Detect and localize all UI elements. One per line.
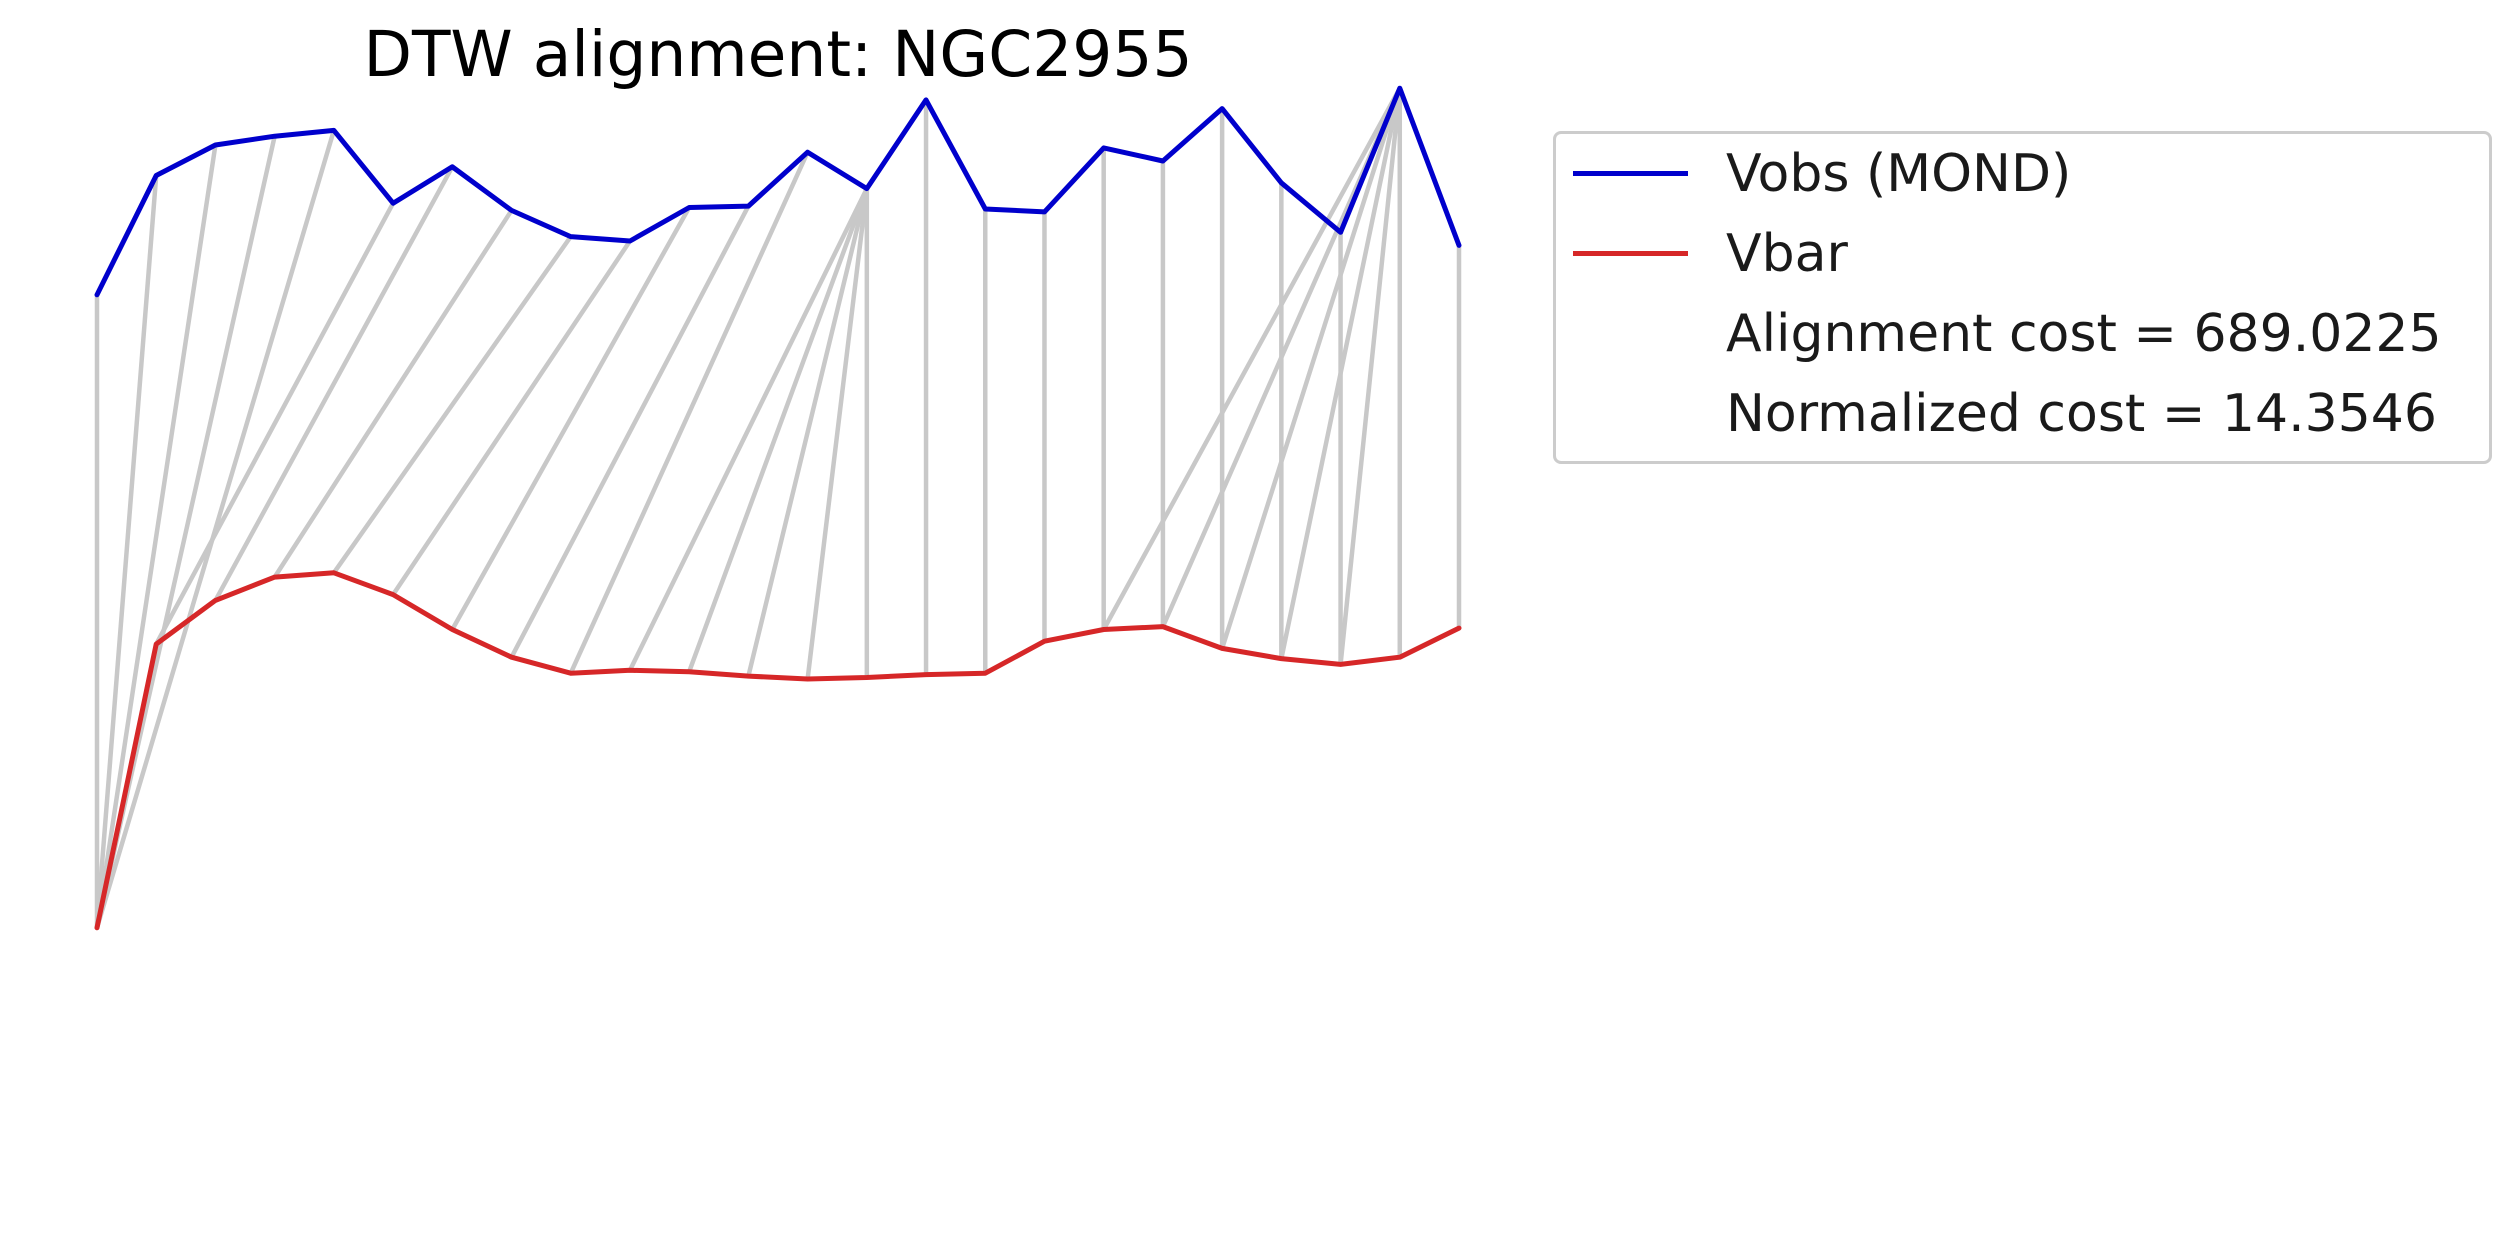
- alignment-line-7: [272, 208, 514, 580]
- alignment-line-2: [94, 142, 218, 931]
- alignment-line-12: [568, 149, 810, 676]
- series-line-vobs: [94, 85, 1462, 298]
- alignment-line-31: [1101, 85, 1403, 632]
- alignment-line-11: [509, 203, 751, 660]
- series-line-vbar: [94, 570, 1462, 931]
- alignment-line-9: [390, 238, 633, 597]
- alignment-line-1: [94, 173, 159, 931]
- legend-entry-normalized-cost: Normalized cost = 14.3546: [1556, 374, 2489, 454]
- alignment-line-27: [1338, 85, 1403, 667]
- alignment-line-13: [627, 186, 870, 673]
- alignment-line-10: [450, 205, 692, 632]
- alignment-line-16: [805, 186, 870, 682]
- legend-swatch-vbar: [1573, 251, 1688, 256]
- alignment-lines: [94, 85, 1462, 931]
- alignment-line-6: [213, 164, 455, 603]
- legend-entry-vbar: Vbar: [1556, 214, 2489, 294]
- normalized-cost-text: Normalized cost = 14.3546: [1726, 384, 2437, 444]
- legend: Vobs (MOND) Vbar Alignment cost = 689.02…: [1553, 131, 2492, 464]
- legend-entry-vobs: Vobs (MOND): [1556, 134, 2489, 214]
- alignment-line-14: [686, 186, 870, 674]
- chart-title: DTW alignment: NGC2955: [363, 18, 1193, 91]
- alignment-line-8: [331, 234, 573, 576]
- legend-label-vobs: Vobs (MOND): [1726, 144, 2072, 204]
- alignment-line-15: [746, 186, 870, 679]
- legend-entry-alignment-cost: Alignment cost = 689.0225: [1556, 294, 2489, 374]
- legend-swatch-vobs: [1573, 171, 1688, 176]
- alignment-line-5: [153, 200, 396, 647]
- series-lines: [94, 85, 1462, 931]
- alignment-line-28: [1279, 85, 1403, 661]
- alignment-line-29: [1219, 85, 1403, 651]
- alignment-cost-text: Alignment cost = 689.0225: [1726, 304, 2442, 364]
- legend-label-vbar: Vbar: [1726, 224, 1848, 284]
